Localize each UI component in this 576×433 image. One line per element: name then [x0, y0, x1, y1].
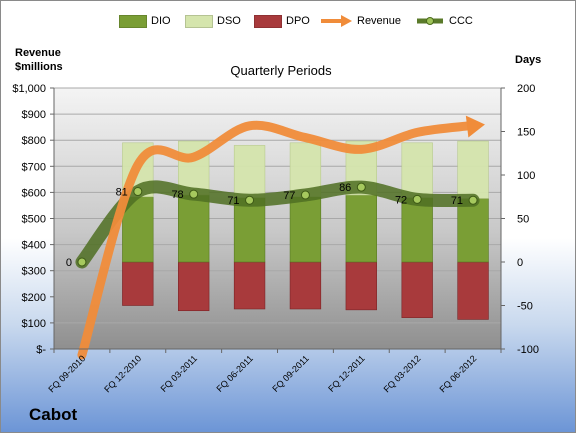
x-tick-label: FQ 06-2011	[214, 353, 255, 394]
right-axis-title: Days	[515, 54, 542, 66]
right-tick-label: 50	[517, 214, 529, 226]
x-tick-label: FQ 06-2012	[437, 353, 478, 394]
x-tick-label: FQ 03-2012	[382, 353, 423, 394]
legend-label-dio: DIO	[151, 15, 171, 27]
left-tick-label: $-	[36, 344, 46, 356]
left-axis-title-line-2: $millions	[15, 61, 63, 73]
right-tick-label: 200	[517, 83, 535, 95]
right-tick-label: 100	[517, 170, 535, 182]
ccc-point	[245, 195, 255, 205]
bar-dpo	[457, 261, 489, 320]
ccc-data-label: 86	[339, 182, 351, 194]
x-tick-label: FQ 12-2011	[326, 353, 367, 394]
ccc-point	[133, 187, 143, 197]
x-tick-label: FQ 09-2011	[270, 353, 311, 394]
legend-swatch-dso	[185, 14, 213, 28]
ccc-data-label: 71	[227, 195, 239, 207]
legend-item-dpo: DPO	[254, 12, 310, 30]
legend-item-ccc: CCC	[415, 12, 473, 30]
bar-dpo	[401, 261, 433, 318]
bar-dpo	[178, 261, 210, 312]
ccc-point	[468, 195, 478, 205]
legend-line-marker-icon	[417, 17, 443, 25]
chart-title: Quarterly Periods	[230, 63, 332, 78]
bar-dpo	[122, 261, 154, 306]
bar-dio	[401, 197, 433, 263]
left-tick-label: $100	[22, 318, 46, 330]
bar-dio	[289, 196, 322, 263]
left-tick-label: $200	[22, 292, 46, 304]
legend-item-dso: DSO	[185, 12, 241, 30]
bar-dpo	[289, 261, 322, 310]
x-tick-label: FQ 09-2010	[46, 353, 87, 394]
data-labels: 0 81 78 71 77 86 72 71	[66, 182, 463, 269]
legend-item-dio: DIO	[119, 12, 171, 30]
ccc-point	[356, 182, 366, 192]
right-tick-label: 0	[517, 257, 523, 269]
bar-dpo	[345, 261, 377, 311]
bar-dso	[457, 140, 489, 199]
ccc-data-label: 0	[66, 257, 72, 269]
bar-dpo	[233, 261, 266, 310]
ccc-point	[300, 190, 310, 200]
legend-label-ccc: CCC	[449, 15, 473, 27]
x-tick-label: FQ 12-2010	[102, 353, 143, 394]
left-tick-label: $900	[22, 109, 46, 121]
ccc-data-label: 81	[116, 187, 128, 199]
legend-item-revenue: Revenue	[319, 12, 401, 30]
ccc-point	[412, 194, 422, 204]
left-tick-label: $700	[22, 161, 46, 173]
right-tick-label: -100	[517, 344, 539, 356]
legend-label-dso: DSO	[217, 15, 241, 27]
ccc-data-label: 72	[395, 194, 407, 206]
legend: DIO DSO DPO Revenue CCC	[1, 12, 575, 32]
left-tick-label: $600	[22, 187, 46, 199]
bar-dio	[122, 196, 154, 263]
ccc-data-label: 78	[171, 189, 183, 201]
legend-label-dpo: DPO	[286, 15, 310, 27]
company-name: Cabot	[29, 405, 78, 424]
left-axis-title: Revenue $millions	[15, 46, 63, 74]
ccc-point	[189, 189, 199, 199]
left-tick-label: $300	[22, 266, 46, 278]
bar-dso	[401, 142, 433, 198]
legend-label-revenue: Revenue	[357, 15, 402, 27]
bar-dio	[233, 197, 266, 263]
revenue-arrowhead	[465, 115, 485, 138]
ccc-point	[77, 257, 87, 267]
legend-swatch-dpo	[254, 14, 282, 28]
bar-dso	[233, 145, 266, 198]
x-tick-label: FQ 03-2011	[159, 353, 200, 394]
right-tick-label: 150	[517, 127, 535, 139]
left-tick-label: $800	[22, 135, 46, 147]
left-tick-label: $400	[22, 240, 46, 252]
right-tick-label: -50	[517, 301, 533, 313]
left-tick-label: $1,000	[12, 83, 46, 95]
legend-arrow-icon	[321, 15, 352, 27]
revenue-line	[77, 120, 474, 360]
left-axis-title-line-1: Revenue	[15, 47, 61, 59]
ccc-data-label: 77	[283, 190, 295, 202]
ccc-data-label: 71	[451, 195, 463, 207]
bar-dio	[178, 194, 210, 263]
bar-dio	[345, 194, 377, 263]
lines	[75, 115, 485, 360]
left-tick-label: $500	[22, 214, 46, 226]
bar-dio	[457, 198, 489, 263]
legend-swatch-dio	[119, 14, 147, 28]
